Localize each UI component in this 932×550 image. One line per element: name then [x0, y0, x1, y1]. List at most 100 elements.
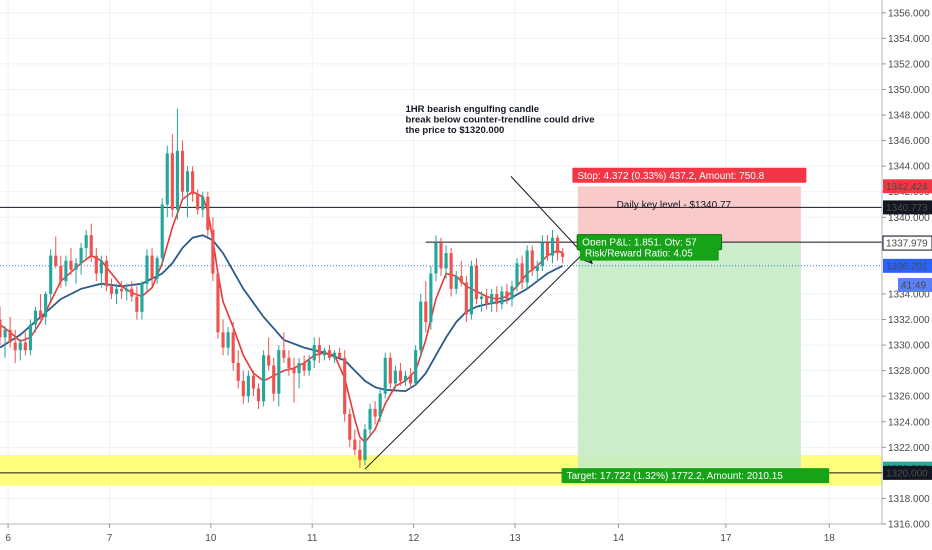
candle-body: [439, 242, 443, 269]
candle-body: [525, 250, 529, 283]
ma-slow-line: [0, 234, 564, 393]
target-zone: [577, 242, 801, 469]
candle-body: [474, 265, 479, 300]
time-tick-label: 12: [408, 533, 420, 544]
candle-body: [282, 350, 286, 358]
candle-body: [312, 345, 316, 361]
candle-body: [388, 357, 392, 384]
candle-body: [49, 255, 53, 294]
time-tick-label: 11: [307, 533, 318, 544]
time-tick-label: 17: [720, 533, 732, 544]
candle-body: [332, 352, 337, 358]
price-tick-label: 1328.000: [888, 366, 930, 377]
candle-body: [0, 319, 2, 338]
candle-body: [206, 196, 210, 231]
time-tick-label: 10: [205, 533, 217, 544]
candle-body: [175, 150, 179, 210]
candle-body: [267, 355, 271, 366]
price-tick-label: 1344.000: [888, 162, 930, 173]
candle-body: [485, 296, 489, 305]
candle-body: [515, 263, 519, 287]
candle-body: [251, 375, 256, 389]
stop-label: [572, 167, 807, 183]
candle-body: [449, 253, 453, 289]
time-tick-label: 6: [5, 533, 11, 544]
rr-label: [579, 245, 719, 261]
candle-body: [444, 253, 448, 269]
candle-body: [550, 237, 555, 256]
candle-body: [79, 247, 83, 264]
price-tick-label: 1330.000: [888, 341, 930, 352]
candle-body: [18, 342, 22, 351]
candle-body: [44, 293, 48, 317]
candle-body: [414, 350, 418, 384]
price-tick-label: 1352.000: [888, 59, 930, 70]
candle-body: [292, 368, 296, 374]
candle-body: [256, 388, 261, 402]
price-tick-label: 1324.000: [888, 417, 930, 428]
candle-body: [297, 362, 301, 374]
candle-body: [479, 296, 484, 300]
time-tick-label: 18: [824, 533, 836, 544]
candle-body: [398, 370, 403, 381]
candle-body: [556, 237, 560, 254]
candle-body: [434, 242, 438, 274]
price-tag: [882, 235, 932, 251]
time-tick-label: 14: [613, 533, 625, 544]
candle-body: [135, 296, 139, 312]
annotation-block: 1HR bearish engulfing candle break below…: [406, 104, 595, 136]
candle-body: [3, 329, 7, 338]
price-tick-label: 1348.000: [888, 111, 930, 122]
candle-body: [196, 194, 200, 210]
candle-body: [221, 332, 225, 348]
candle-body: [115, 288, 119, 294]
time-axis[interactable]: 6 7 10 11 12 13 14 17 18: [0, 523, 882, 550]
price-tag-label: 1336.201: [886, 261, 928, 272]
candle-body: [561, 253, 565, 257]
candle-body: [231, 332, 235, 363]
candle-body: [180, 150, 185, 192]
annotation-line: 1HR bearish engulfing candle: [406, 104, 540, 115]
price-tick-label: 1354.000: [888, 34, 930, 45]
candle-body: [307, 360, 311, 371]
price-axis[interactable]: 1316.000 1318.000 1320.000 1322.000 1324.000…: [881, 0, 932, 550]
candle-body: [130, 288, 134, 297]
candle-body: [464, 282, 468, 315]
candle-body: [500, 291, 504, 305]
price-tick-label: 1322.000: [888, 443, 930, 454]
candle-body: [327, 350, 332, 358]
target-label: [561, 468, 830, 484]
candle-body: [59, 265, 63, 282]
candle-body: [368, 408, 372, 430]
price-tag: [898, 278, 932, 293]
price-tick-label: 1332.000: [888, 315, 930, 326]
candle-body: [454, 276, 458, 289]
time-tick-label: 13: [509, 533, 521, 544]
candle-body: [419, 301, 423, 351]
price-tag-label: 1320.000: [886, 468, 928, 479]
pnl-label-text: Open P&L: 1.851, Qty: 57: [582, 238, 697, 249]
candle-body: [74, 263, 78, 270]
candle-body: [211, 230, 215, 274]
price-tick-label: 1350.000: [888, 85, 930, 96]
price-tag: [883, 465, 932, 480]
annotation-line: break below counter-trendline could driv…: [406, 115, 595, 126]
position-zones: [0, 186, 882, 486]
stop-label-text: Stop: 4.372 (0.33%) 437.2, Amount: 750.8: [577, 171, 764, 182]
candle-body: [246, 375, 250, 397]
candle-body: [322, 350, 326, 356]
time-tick-label: 7: [107, 533, 113, 544]
candle-body: [540, 242, 544, 266]
ascending-trendline: [364, 242, 595, 470]
candle-body: [125, 288, 129, 292]
moving-averages: [0, 190, 564, 444]
candle-body: [495, 293, 499, 305]
candle-body: [409, 375, 413, 384]
candle-body: [54, 255, 58, 266]
chart-grid: [0, 0, 882, 525]
candle-body: [545, 242, 550, 256]
candle-body: [84, 235, 88, 248]
candle-body: [69, 260, 73, 270]
candle-body: [120, 288, 124, 292]
